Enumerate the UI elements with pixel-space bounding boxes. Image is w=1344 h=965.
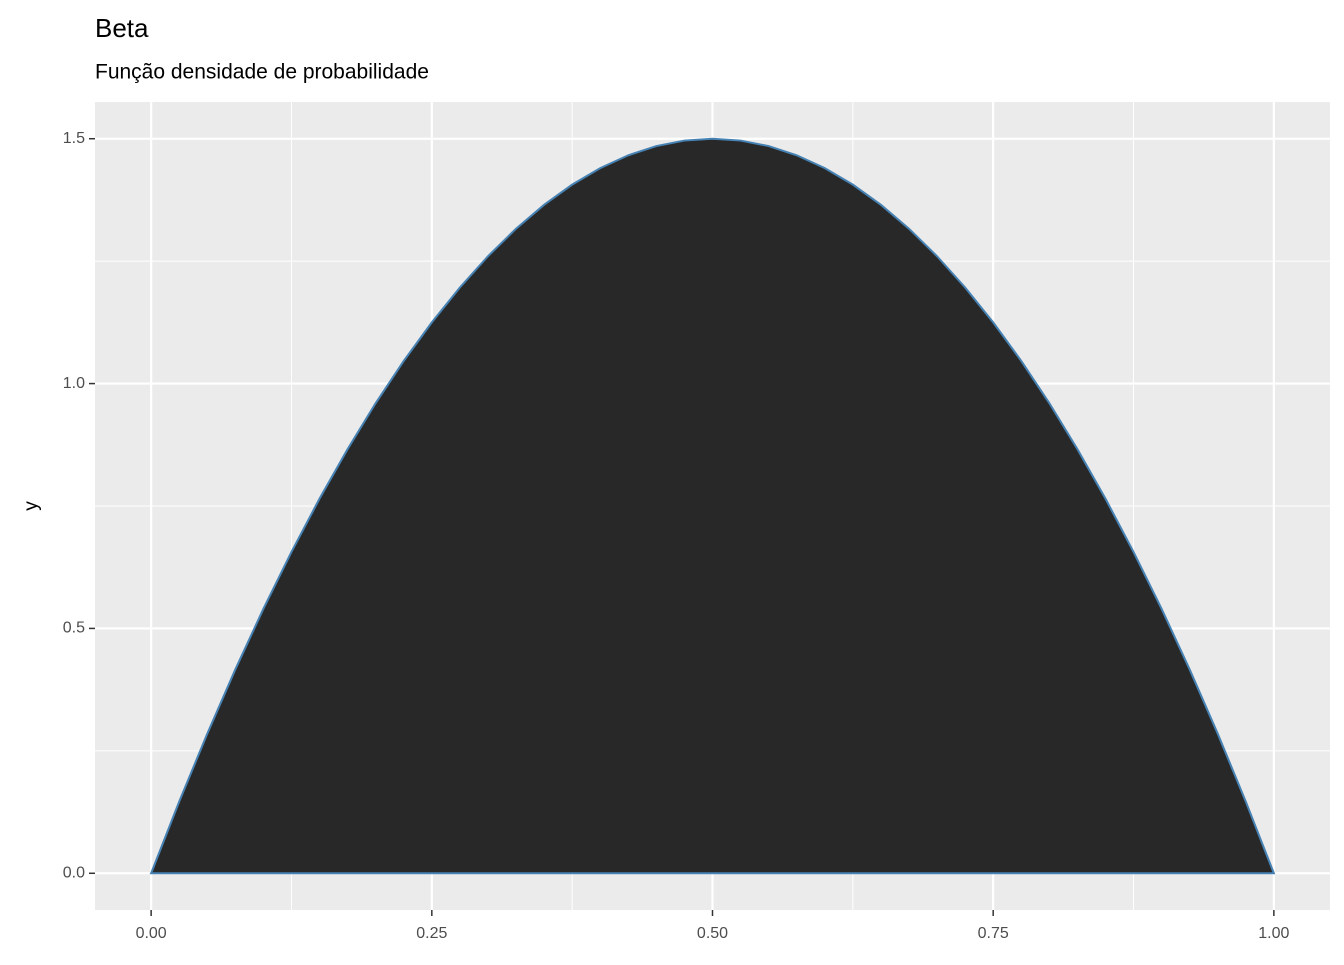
y-tick-label: 0.5 (63, 620, 85, 637)
y-tick-label: 1.5 (63, 130, 85, 147)
x-tick-label: 0.50 (697, 925, 728, 942)
chart-subtitle: Função densidade de probabilidade (95, 61, 429, 84)
density-area (149, 137, 1276, 875)
y-tick-label: 1.0 (63, 375, 85, 392)
y-axis-title: y (21, 501, 42, 511)
x-tick-label: 1.00 (1258, 925, 1289, 942)
x-tick-label: 0.00 (136, 925, 167, 942)
x-tick-label: 0.25 (416, 925, 447, 942)
y-tick-label: 0.0 (63, 864, 85, 881)
chart-title: Beta (95, 13, 149, 43)
x-tick-label: 0.75 (978, 925, 1009, 942)
